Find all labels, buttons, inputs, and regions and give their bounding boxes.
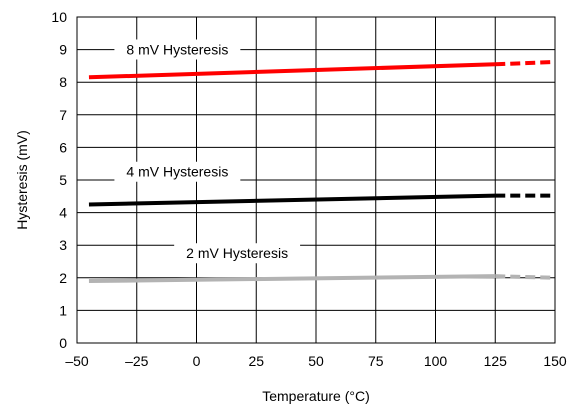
series-labels: 8 mV Hysteresis 4 mV Hysteresis 2 mV Hyste… [114, 39, 301, 264]
y-tick-label: 10 [51, 9, 67, 25]
y-tick-label: 2 [59, 270, 67, 286]
y-tick-label: 5 [59, 172, 67, 188]
x-tick-label: 25 [248, 353, 264, 369]
series-label-2-mv-hysteresis: 2 mV Hysteresis [174, 243, 301, 264]
series-label-text: 8 mV Hysteresis [126, 41, 228, 57]
series-label-text: 2 mV Hysteresis [186, 245, 288, 261]
y-tick-label: 0 [59, 335, 67, 351]
series-label-background [114, 161, 241, 182]
grid [76, 16, 556, 344]
series-lines [88, 59, 556, 284]
y-tick-label: 7 [59, 107, 67, 123]
series-label-text: 4 mV Hysteresis [126, 164, 228, 180]
y-tick-label: 8 [59, 74, 67, 90]
y-axis-title: Hysteresis (mV) [14, 130, 30, 230]
y-tick-label: 9 [59, 42, 67, 58]
series-label-8-mv-hysteresis: 8 mV Hysteresis [114, 39, 241, 60]
plot-frame [76, 16, 556, 344]
y-tick-label: 6 [59, 139, 67, 155]
series-dashed-2-mv-hysteresis [495, 274, 556, 280]
x-tick-label: –25 [125, 353, 149, 369]
series-line-4-mv-hysteresis [88, 193, 496, 207]
x-tick-label: 150 [543, 353, 567, 369]
series-line-2-mv-hysteresis [88, 274, 496, 284]
tick-labels: –50 –25 0 25 50 75 100 125 150 0 1 2 3 4 5 6 7 8 9 10 [51, 9, 566, 369]
x-tick-label: 125 [484, 353, 508, 369]
x-tick-label: 50 [308, 353, 324, 369]
x-tick-label: 75 [368, 353, 384, 369]
x-tick-label: 100 [424, 353, 448, 369]
y-tick-label: 4 [59, 205, 67, 221]
series-line-8-mv-hysteresis [88, 62, 496, 80]
series-label-background [174, 243, 301, 264]
series-dashed-8-mv-hysteresis [495, 59, 556, 67]
x-tick-label: 0 [193, 353, 201, 369]
series-label-background [114, 39, 241, 60]
x-tick-label: –50 [65, 353, 89, 369]
x-axis-title: Temperature (°C) [262, 388, 370, 404]
series-label-4-mv-hysteresis: 4 mV Hysteresis [114, 161, 241, 182]
y-tick-label: 3 [59, 237, 67, 253]
y-tick-label: 1 [59, 302, 67, 318]
